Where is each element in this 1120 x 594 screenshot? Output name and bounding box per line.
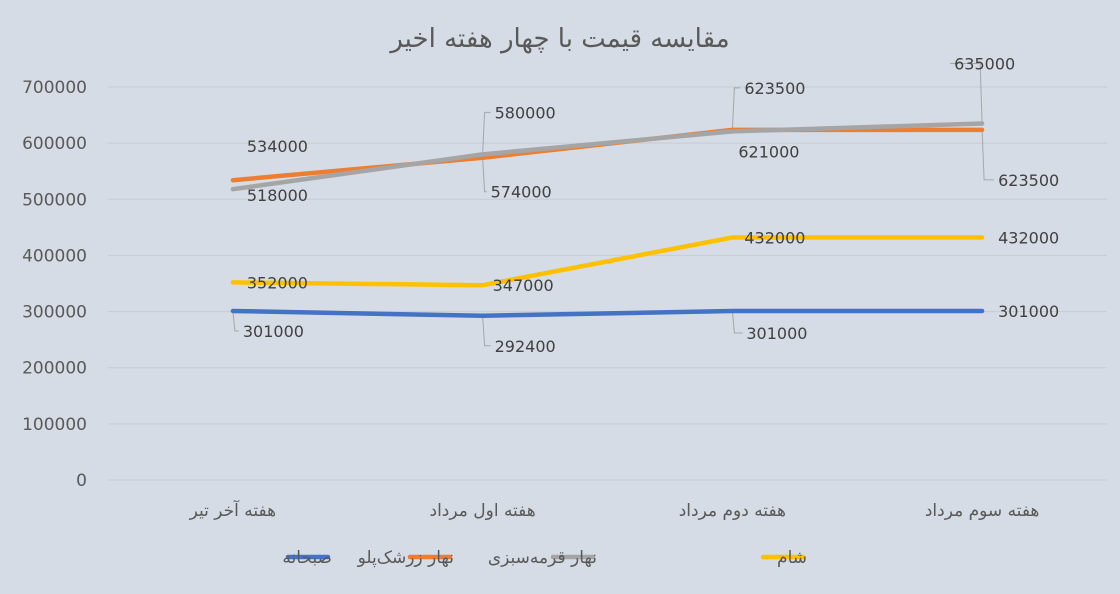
series-line — [230, 235, 985, 288]
y-tick-label: 700000 — [22, 78, 87, 98]
leader-line — [731, 310, 743, 334]
data-label: 292400 — [495, 337, 556, 356]
y-tick-label: 300000 — [22, 303, 87, 323]
data-label: 301000 — [746, 324, 807, 343]
data-label: 301000 — [243, 322, 304, 341]
y-tick-label: 600000 — [22, 134, 87, 154]
y-tick-label: 200000 — [22, 359, 87, 379]
data-label: 301000 — [998, 302, 1059, 321]
x-category-label: هفته سوم مرداد — [925, 501, 1040, 521]
leader-line — [731, 87, 741, 130]
data-label: 432000 — [744, 228, 805, 247]
legend-label: نهار قرمه‌سبزی — [488, 548, 597, 568]
legend-label: صبحانه — [282, 548, 332, 568]
y-tick-label: 100000 — [22, 415, 87, 435]
data-labels: 301000 292400 301000 301000 534000 574000 6235… — [243, 54, 1059, 355]
data-label: 432000 — [998, 228, 1059, 247]
y-tick-label: 400000 — [22, 246, 87, 266]
leader-line — [482, 157, 487, 193]
legend-item[interactable]: شام — [760, 548, 807, 568]
data-label: 518000 — [247, 186, 308, 205]
legend-item[interactable]: صبحانه — [282, 548, 332, 568]
x-category-label: هفته اول مرداد — [430, 501, 536, 521]
x-category-label: هفته آخر تیر — [189, 499, 276, 521]
series-line — [230, 308, 985, 319]
data-label: 623500 — [744, 79, 805, 98]
legend-item[interactable]: نهار قرمه‌سبزی — [488, 548, 597, 568]
data-label: 623500 — [998, 171, 1059, 190]
leader-line — [482, 315, 491, 347]
legend-item[interactable]: نهار زرشک‌پلو — [357, 548, 454, 568]
legend[interactable]: صبحانه نهار زرشک‌پلو نهار قرمه‌سبزی شام — [282, 548, 807, 568]
x-axis-categories: هفته آخر تیر هفته اول مرداد هفته دوم مرداد… — [189, 499, 1040, 521]
data-label: 534000 — [247, 137, 308, 156]
leader-line — [981, 129, 995, 181]
series-lines — [230, 121, 985, 319]
label-leader-lines — [232, 63, 995, 347]
x-category-label: هفته دوم مرداد — [679, 501, 786, 521]
series-line — [230, 121, 985, 192]
chart-title: مقایسه قیمت با چهار هفته اخیر — [388, 24, 729, 54]
legend-label: نهار زرشک‌پلو — [357, 548, 454, 568]
y-axis-ticks: 0 100000 200000 300000 400000 500000 600000 700… — [22, 78, 87, 491]
y-tick-label: 0 — [76, 471, 87, 491]
y-tick-label: 500000 — [22, 190, 87, 210]
data-label: 352000 — [247, 273, 308, 292]
data-label: 574000 — [491, 183, 552, 202]
data-label: 580000 — [495, 103, 556, 122]
legend-label: شام — [777, 548, 807, 568]
data-label: 621000 — [738, 142, 799, 161]
data-label: 635000 — [954, 54, 1015, 73]
leader-line — [232, 310, 239, 332]
leader-line — [482, 111, 491, 155]
data-label: 347000 — [493, 276, 554, 295]
leader-line — [950, 63, 983, 124]
